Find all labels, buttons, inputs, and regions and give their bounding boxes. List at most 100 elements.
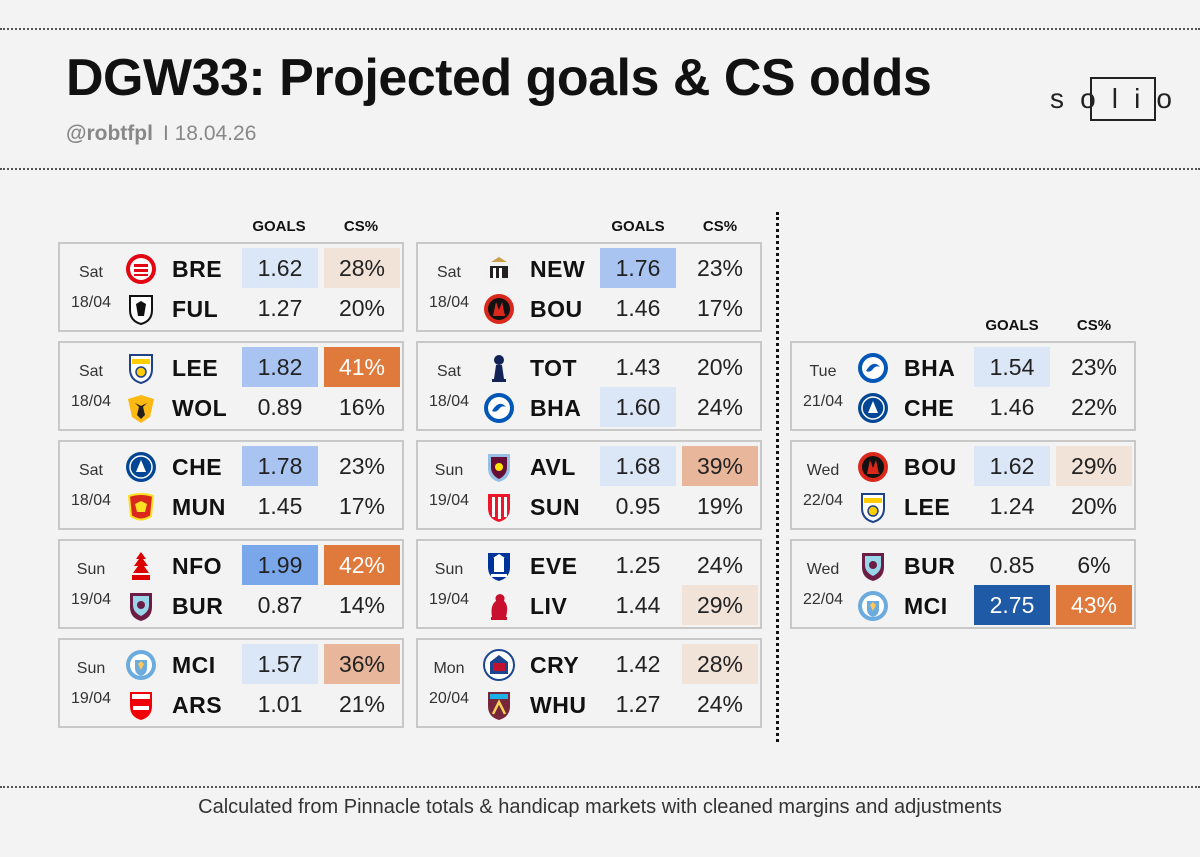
projected-goals: 1.46	[989, 394, 1035, 420]
team-code: AVL	[530, 454, 576, 480]
burnley-crest-icon	[856, 549, 890, 583]
team-row: EVE 1.25 24%	[418, 545, 760, 585]
team-code: BOU	[530, 296, 583, 322]
team-code: BHA	[530, 395, 582, 421]
clean-sheet-odds: 28%	[682, 644, 758, 684]
fixture-day: Sat	[436, 264, 461, 281]
fixture-day: Sun	[434, 561, 464, 578]
team-row: MUN 1.45 17%	[60, 486, 402, 526]
everton-crest-icon	[482, 549, 516, 583]
projected-goals: 1.68	[600, 446, 676, 486]
clean-sheet-odds: 22%	[1070, 394, 1118, 420]
fixture-card: Tue 21/04 BHA 1.54 23% CHE 1.46 22%	[790, 341, 1136, 431]
projected-goals: 0.89	[257, 394, 303, 420]
fixture-date: 20/04	[428, 690, 470, 707]
team-row: BUR 0.87 14%	[60, 585, 402, 625]
projected-goals: 0.85	[989, 552, 1035, 578]
team-code: TOT	[530, 355, 578, 381]
clean-sheet-odds: 24%	[696, 394, 744, 420]
fixture-card: Sun 19/04 EVE 1.25 24% LIV 1.44 29%	[416, 539, 762, 629]
fulham-crest-icon	[124, 292, 158, 326]
fixture-day: Sun	[434, 462, 464, 479]
fixture-day: Mon	[433, 660, 465, 677]
fixture-day: Sat	[78, 363, 103, 380]
palace-crest-icon	[482, 648, 516, 682]
projected-goals: 1.57	[242, 644, 318, 684]
fixture-date: 21/04	[802, 393, 844, 410]
leeds-crest-icon	[124, 351, 158, 385]
team-row: WOL 0.89 16%	[60, 387, 402, 427]
fixture-day: Sun	[76, 561, 106, 578]
spurs-crest-icon	[482, 351, 516, 385]
fixture-day: Wed	[806, 561, 840, 578]
team-code: NEW	[530, 256, 586, 282]
goals-column-header: GOALS	[985, 317, 1039, 334]
fixture-date: 22/04	[802, 591, 844, 608]
team-code: FUL	[172, 296, 219, 322]
fixture-day: Tue	[809, 363, 837, 380]
clean-sheet-odds: 19%	[696, 493, 744, 519]
team-code: NFO	[172, 553, 223, 579]
fixture-date: 18/04	[70, 393, 112, 410]
projected-goals: 1.82	[242, 347, 318, 387]
projected-goals: 1.42	[615, 651, 661, 677]
logo-letter: s	[1050, 83, 1064, 114]
clean-sheet-odds: 16%	[338, 394, 386, 420]
team-code: LIV	[530, 593, 568, 619]
solio-logo: s o l i o	[1050, 77, 1172, 125]
projected-goals: 1.62	[974, 446, 1050, 486]
fixture-date: 19/04	[70, 591, 112, 608]
team-code: MCI	[172, 652, 216, 678]
bournemouth-crest-icon	[482, 292, 516, 326]
fixture-card: Sun 19/04 NFO 1.99 42% BUR 0.87 14%	[58, 539, 404, 629]
team-row: BHA 1.60 24%	[418, 387, 760, 427]
fixture-date: 19/04	[428, 492, 470, 509]
fixture-card: Sat 18/04 LEE 1.82 41% WOL 0.89 16%	[58, 341, 404, 431]
wolves-crest-icon	[124, 391, 158, 425]
projected-goals: 1.01	[257, 691, 303, 717]
clean-sheet-odds: 28%	[324, 248, 400, 288]
logo-letter: o	[1156, 83, 1172, 114]
logo-letter: o	[1080, 83, 1096, 114]
fixture-date: 18/04	[70, 492, 112, 509]
fixture-day: Sat	[436, 363, 461, 380]
clean-sheet-odds: 41%	[324, 347, 400, 387]
header-divider	[0, 168, 1200, 170]
team-code: ARS	[172, 692, 223, 718]
team-code: BOU	[904, 454, 957, 480]
man-utd-crest-icon	[124, 490, 158, 524]
team-code: CRY	[530, 652, 580, 678]
projected-goals: 1.54	[974, 347, 1050, 387]
projected-goals: 1.45	[257, 493, 303, 519]
clean-sheet-odds: 24%	[696, 552, 744, 578]
clean-sheet-odds: 17%	[696, 295, 744, 321]
fixture-card: Wed 22/04 BUR 0.85 6% MCI 2.75 43%	[790, 539, 1136, 629]
sunderland-crest-icon	[482, 490, 516, 524]
team-row: BUR 0.85 6%	[792, 545, 1134, 585]
projected-goals: 1.27	[257, 295, 303, 321]
chelsea-crest-icon	[124, 450, 158, 484]
team-row: BOU 1.46 17%	[418, 288, 760, 328]
fixture-card: Wed 22/04 BOU 1.62 29% LEE 1.24 20%	[790, 440, 1136, 530]
team-row: MCI 2.75 43%	[792, 585, 1134, 625]
clean-sheet-odds: 43%	[1056, 585, 1132, 625]
team-code: BRE	[172, 256, 223, 282]
goals-column-header: GOALS	[611, 218, 665, 235]
chelsea-crest-icon	[856, 391, 890, 425]
team-row: LIV 1.44 29%	[418, 585, 760, 625]
projected-goals: 1.60	[600, 387, 676, 427]
man-city-crest-icon	[124, 648, 158, 682]
team-row: LEE 1.82 41%	[60, 347, 402, 387]
team-row: SUN 0.95 19%	[418, 486, 760, 526]
newcastle-crest-icon	[482, 252, 516, 286]
fixture-date: 22/04	[802, 492, 844, 509]
projected-goals: 1.24	[989, 493, 1035, 519]
clean-sheet-odds: 39%	[682, 446, 758, 486]
top-divider	[0, 28, 1200, 30]
page-title: DGW33: Projected goals & CS odds	[66, 49, 932, 107]
team-row: NFO 1.99 42%	[60, 545, 402, 585]
arsenal-crest-icon	[124, 688, 158, 722]
cs-column-header: CS%	[702, 218, 738, 235]
team-code: EVE	[530, 553, 578, 579]
fixture-day: Wed	[806, 462, 840, 479]
